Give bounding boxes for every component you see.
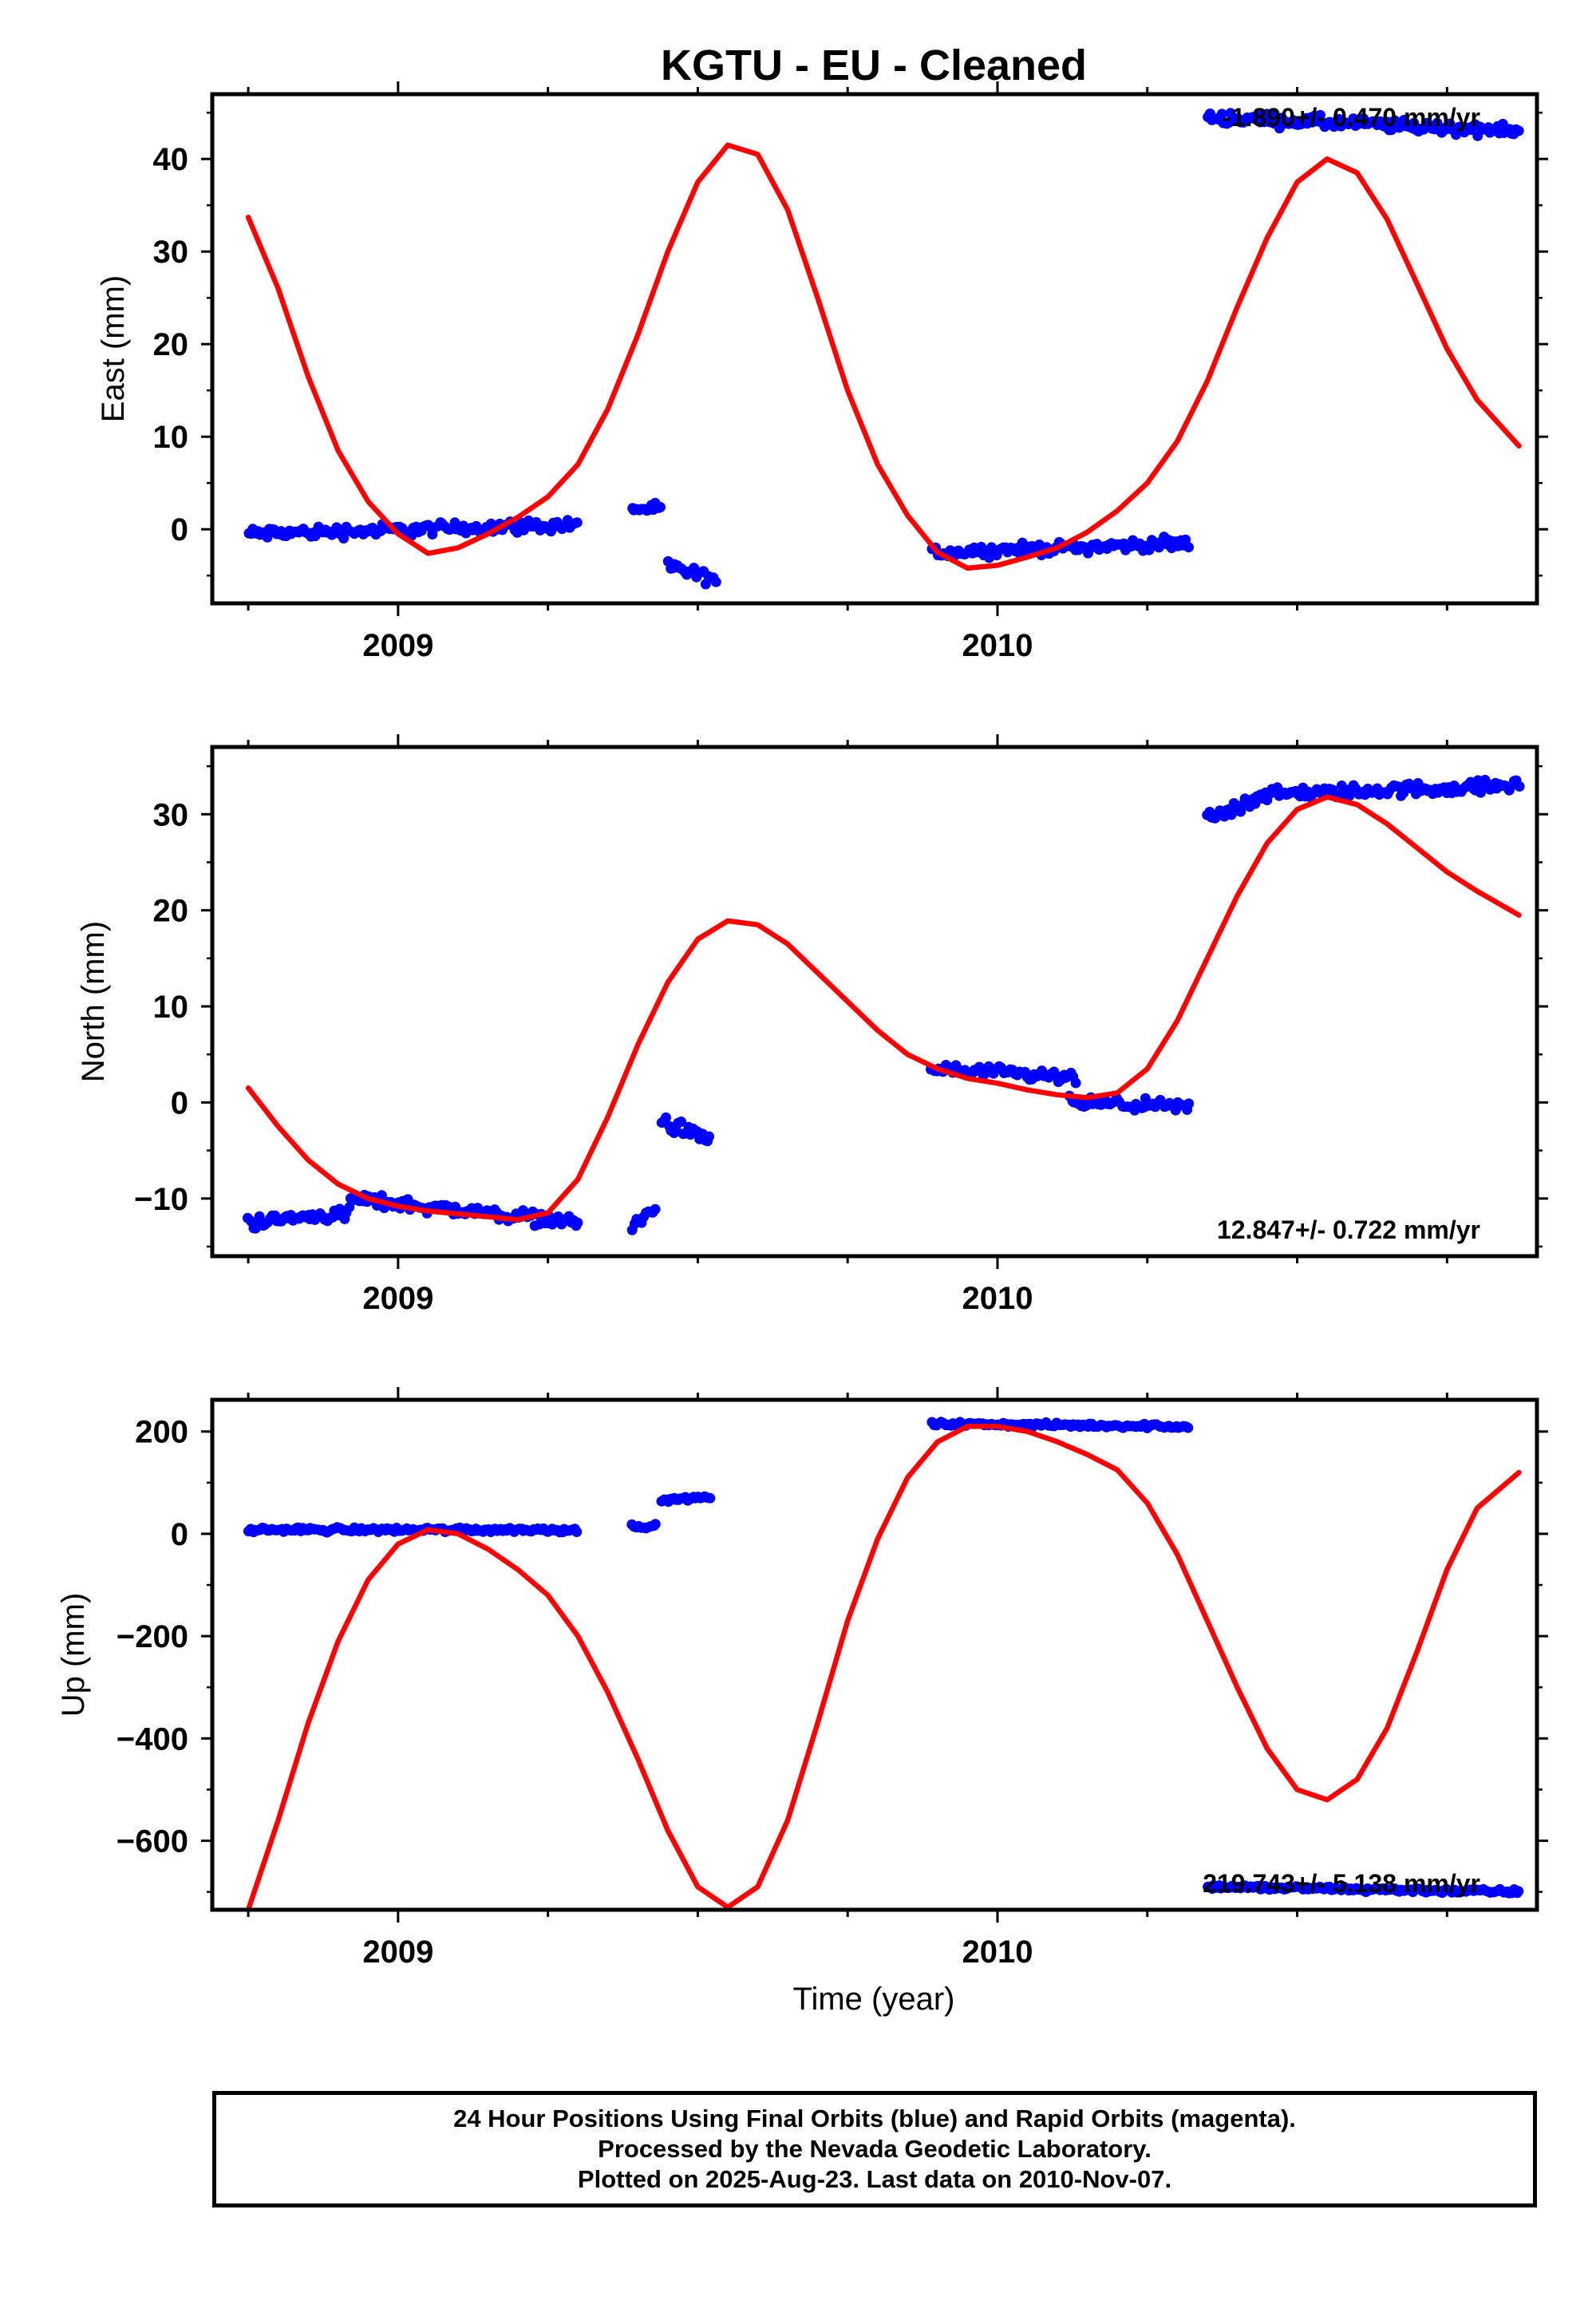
chart-title: KGTU - EU - Cleaned: [661, 41, 1087, 89]
y-tick-label: −400: [117, 1721, 188, 1757]
data-point: [655, 502, 666, 512]
footer-line-1: 24 Hour Positions Using Final Orbits (bl…: [453, 2105, 1296, 2132]
data-point: [376, 1190, 387, 1201]
y-tick-label: 40: [153, 142, 189, 177]
data-point: [571, 517, 583, 528]
data-point: [710, 576, 721, 587]
data-point: [262, 532, 273, 543]
y-axis-label-east: East (mm): [96, 275, 131, 422]
plot-frame-north: [210, 745, 1539, 1259]
y-tick-label: 0: [171, 512, 188, 547]
y-tick-label: −600: [117, 1824, 188, 1859]
model-curve-east: [245, 142, 1522, 571]
x-tick-label: 2009: [362, 628, 433, 663]
y-tick-label: 0: [171, 1517, 188, 1552]
footer-line-2: Processed by the Nevada Geodetic Laborat…: [598, 2135, 1152, 2163]
rate-label-up: 219.743+/- 5.138 mm/yr: [1203, 1869, 1480, 1898]
data-point: [1514, 781, 1525, 792]
footer-box: 24 Hour Positions Using Final Orbits (bl…: [212, 2091, 1537, 2207]
data-point: [1513, 125, 1524, 136]
data-point: [572, 1217, 583, 1228]
data-point: [254, 1211, 265, 1222]
data-point: [1070, 1077, 1081, 1089]
footer-line-3: Plotted on 2025-Aug-23. Last data on 201…: [577, 2165, 1172, 2193]
y-axis-label-north: North (mm): [76, 921, 111, 1082]
data-point: [1476, 787, 1486, 798]
rate-label-north: 12.847+/- 0.722 mm/yr: [1217, 1215, 1480, 1244]
data-point: [1315, 109, 1325, 121]
plot-frame-east: [210, 92, 1539, 606]
x-tick-label: 2010: [962, 1935, 1033, 1970]
x-tick-label: 2009: [362, 1281, 433, 1316]
data-point: [1266, 109, 1278, 120]
data-point: [1183, 1422, 1194, 1433]
panel-east: 0 10 20 30 40 2009 2010 East (mm) -1.890+/- 0.47…: [96, 81, 1548, 663]
y-tick-label: 30: [153, 797, 189, 832]
data-point: [704, 1131, 714, 1142]
model-curve-north: [245, 794, 1522, 1223]
panel-up: −600 −400 −200 0 200 2009 2010 Up (mm) 219.743+/…: [56, 1387, 1548, 1970]
data-point: [1183, 542, 1194, 553]
y-axis-label-up: Up (mm): [56, 1593, 91, 1717]
y-tick-label: 200: [135, 1415, 188, 1450]
y-tick-label: 10: [153, 420, 189, 455]
rate-label-east: -1.890+/- 0.470 mm/yr: [1223, 103, 1480, 132]
y-tick-label: −200: [117, 1619, 188, 1654]
y-tick-label: 20: [153, 327, 189, 362]
scatter-points-north: [242, 774, 1525, 1235]
data-point: [338, 533, 350, 543]
data-point: [1216, 109, 1227, 120]
data-point: [705, 1492, 716, 1504]
scatter-points-east: [243, 108, 1524, 590]
data-point: [661, 1112, 671, 1123]
x-tick-label: 2010: [962, 1281, 1033, 1316]
panel-north: −10 0 10 20 30 2009 2010 North (mm) 12.847+/- 0.…: [76, 734, 1548, 1316]
plot-frame-up: [210, 1397, 1539, 1912]
data-point: [650, 1519, 661, 1530]
y-tick-label: 10: [153, 990, 189, 1025]
y-tick-label: 20: [153, 894, 189, 929]
data-point: [676, 1117, 687, 1127]
x-axis-label: Time (year): [793, 1982, 955, 2017]
data-point: [1183, 1098, 1195, 1109]
scatter-points-up: [243, 1417, 1524, 1899]
y-tick-label: 0: [171, 1085, 188, 1120]
y-tick-label: 30: [153, 235, 189, 270]
x-tick-label: 2009: [362, 1935, 433, 1970]
y-tick-label: −10: [134, 1182, 188, 1217]
data-point: [650, 1203, 661, 1215]
x-tick-label: 2010: [962, 628, 1033, 663]
model-curve-up: [245, 1424, 1522, 1910]
data-point: [571, 1527, 583, 1537]
data-point: [1513, 1886, 1524, 1897]
